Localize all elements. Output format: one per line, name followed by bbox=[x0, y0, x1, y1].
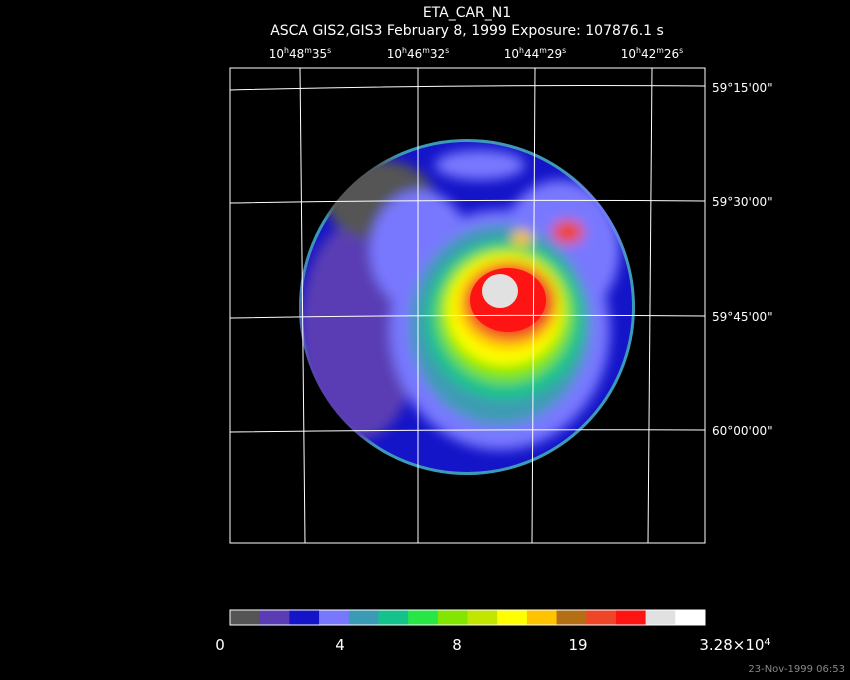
label-part: 10 bbox=[269, 47, 284, 61]
label-part: 35 bbox=[312, 47, 327, 61]
colorbar-swatch bbox=[526, 610, 558, 625]
label-part: 4 bbox=[335, 636, 345, 654]
label-part: 10 bbox=[387, 47, 402, 61]
ra-label: 10h46m32s bbox=[387, 46, 449, 61]
ra-labels: 10h48m35s 10h46m32s 10h44m29s 10h42m26s bbox=[269, 46, 683, 61]
label-part: 3.28×10 bbox=[699, 636, 764, 654]
colorbar-swatch bbox=[645, 610, 676, 625]
colorbar-swatch bbox=[230, 610, 261, 625]
dec-label: 59°15'00" bbox=[712, 81, 773, 95]
xray-image bbox=[299, 139, 635, 475]
label-part: 0 bbox=[215, 636, 225, 654]
dec-label: 59°30'00" bbox=[712, 195, 773, 209]
ra-label: 10h44m29s bbox=[504, 46, 566, 61]
label-part: 8 bbox=[452, 636, 462, 654]
dec-labels: 59°15'00" 59°30'00" 59°45'00" 60°00'00" bbox=[712, 81, 773, 438]
superscript: m bbox=[539, 46, 547, 55]
timestamp: 23-Nov-1999 06:53 bbox=[748, 664, 845, 675]
label-part: 26 bbox=[664, 47, 679, 61]
dec-label: 60°00'00" bbox=[712, 424, 773, 438]
dec-label: 59°45'00" bbox=[712, 310, 773, 324]
superscript: s bbox=[327, 46, 331, 55]
superscript: 4 bbox=[764, 637, 770, 648]
superscript: h bbox=[284, 46, 289, 55]
colorbar-swatch bbox=[497, 610, 528, 625]
ra-label: 10h48m35s bbox=[269, 46, 331, 61]
label-part: 42 bbox=[641, 47, 656, 61]
label-part: 19 bbox=[568, 636, 587, 654]
colorbar-swatch bbox=[615, 610, 647, 625]
superscript: s bbox=[562, 46, 566, 55]
ra-label: 10h42m26s bbox=[621, 46, 683, 61]
colorbar-swatch bbox=[378, 610, 409, 625]
label-part: 44 bbox=[524, 47, 539, 61]
superscript: m bbox=[656, 46, 664, 55]
colorbar-swatch bbox=[437, 610, 468, 625]
label-part: 10 bbox=[621, 47, 636, 61]
colorbar-swatch bbox=[586, 610, 617, 625]
colorbar-swatch bbox=[408, 610, 439, 625]
superscript: s bbox=[445, 46, 449, 55]
label-part: 48 bbox=[289, 47, 304, 61]
colorbar-swatch bbox=[556, 610, 587, 625]
subtitle: ASCA GIS2,GIS3 February 8, 1999 Exposure… bbox=[270, 23, 664, 39]
title: ETA_CAR_N1 bbox=[423, 5, 511, 21]
colorbar-swatch bbox=[467, 610, 498, 625]
colorbar-swatch bbox=[289, 610, 320, 625]
label-part: 29 bbox=[547, 47, 562, 61]
coordinate-grid bbox=[229, 67, 706, 544]
colorbar-swatch bbox=[348, 610, 379, 625]
superscript: h bbox=[519, 46, 524, 55]
colorbar-label: 3.28×104 bbox=[699, 636, 770, 654]
colorbar-label: 0 bbox=[215, 636, 225, 654]
colorbar-label: 8 bbox=[452, 636, 462, 654]
colorbar-swatch bbox=[675, 610, 706, 625]
label-part: 10 bbox=[504, 47, 519, 61]
colorbar-label: 4 bbox=[335, 636, 345, 654]
colorbar-swatch bbox=[319, 610, 350, 625]
superscript: m bbox=[304, 46, 312, 55]
label-part: 32 bbox=[430, 47, 445, 61]
label-part: 46 bbox=[407, 47, 422, 61]
superscript: h bbox=[636, 46, 641, 55]
colorbar: 0 4 8 19 3.28×104 bbox=[215, 609, 771, 654]
colorbar-frame bbox=[229, 609, 706, 626]
superscript: m bbox=[422, 46, 430, 55]
colorbar-swatch bbox=[259, 610, 290, 625]
superscript: h bbox=[402, 46, 407, 55]
superscript: s bbox=[679, 46, 683, 55]
colorbar-label: 19 bbox=[568, 636, 587, 654]
